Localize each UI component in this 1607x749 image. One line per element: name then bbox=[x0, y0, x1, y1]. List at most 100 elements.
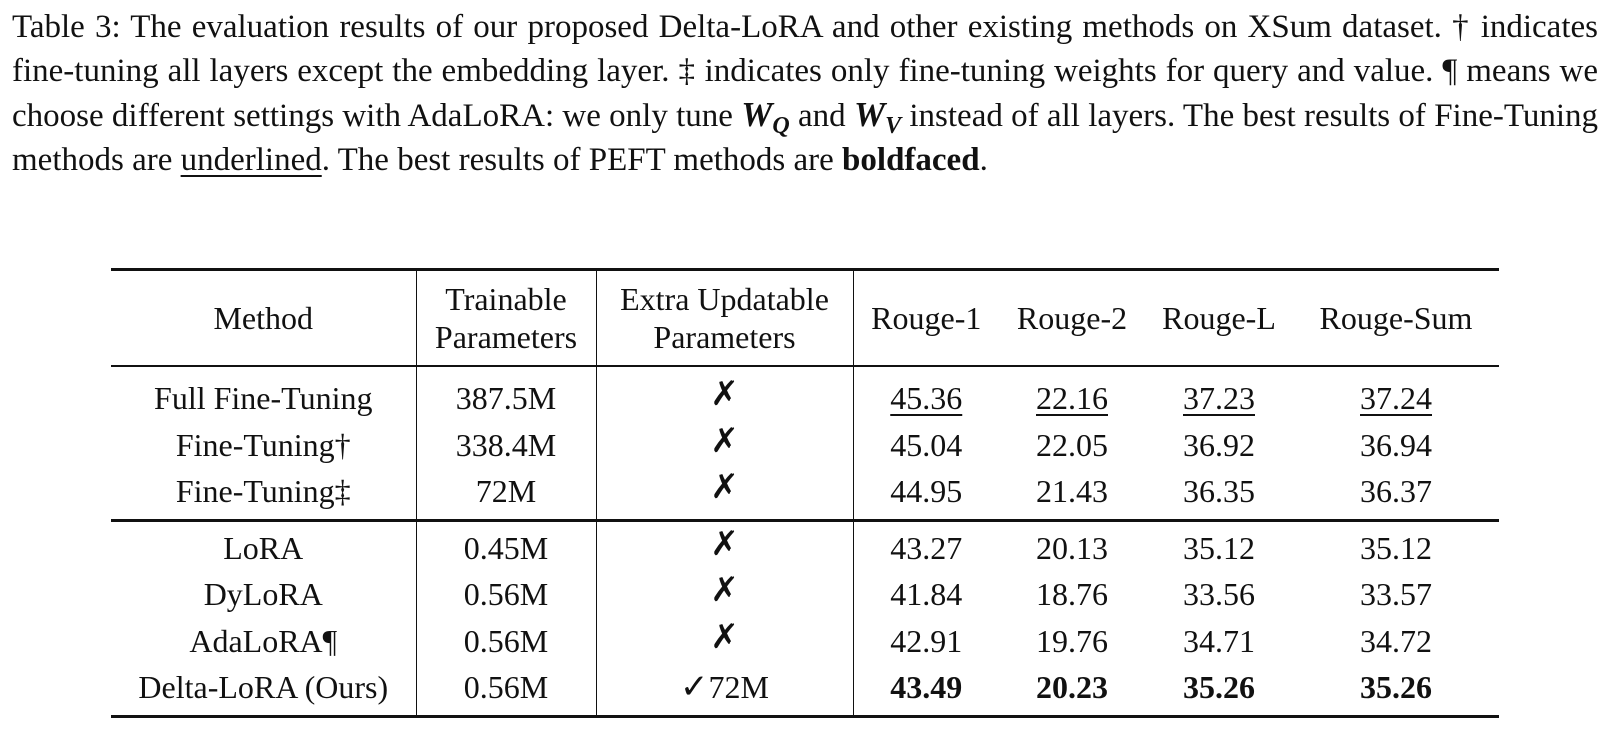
cell-extra: ✗ bbox=[596, 467, 854, 520]
best-finetune-value: 22.16 bbox=[1036, 380, 1108, 417]
best-peft-value: 20.23 bbox=[1036, 669, 1108, 706]
cell-trainable: 0.56M bbox=[416, 617, 597, 664]
cell-rougesum: 36.37 bbox=[1360, 473, 1432, 510]
best-peft-value: 43.49 bbox=[890, 669, 963, 706]
cell-trainable: 72M bbox=[416, 468, 597, 520]
cell-rouge1: 45.04 bbox=[890, 426, 963, 463]
cell-rougel: 34.71 bbox=[1183, 622, 1255, 659]
cross-icon: ✗ bbox=[710, 570, 739, 611]
math-subscript-v: V bbox=[885, 113, 902, 139]
table-row-full-fine-tuning: Full Fine-Tuning 387.5M ✗ 45.36 22.16 37… bbox=[111, 366, 1499, 422]
cell-rouge2: 20.23 bbox=[999, 664, 1145, 718]
cell-rouge2: 19.76 bbox=[1036, 622, 1108, 659]
table-row-dylora: DyLoRA 0.56M ✗ 41.84 18.76 33.56 33.57 bbox=[111, 571, 1499, 618]
header-rouge2-label: Rouge-2 bbox=[1016, 300, 1128, 336]
peft-group: LoRA 0.45M ✗ 43.27 20.13 35.12 35.12 DyL… bbox=[111, 518, 1499, 718]
cell-method: Fine-Tuning† bbox=[111, 421, 417, 468]
cell-rougel: 35.26 bbox=[1145, 664, 1293, 718]
caption-text: and bbox=[789, 98, 854, 134]
best-peft-value: 35.26 bbox=[1360, 669, 1432, 706]
cell-rougesum: 35.26 bbox=[1293, 664, 1499, 718]
cell-rouge1: 44.95 bbox=[890, 473, 963, 510]
cell-extra: ✓72M bbox=[596, 664, 854, 718]
cell-trainable: 387.5M bbox=[416, 366, 597, 422]
caption-bold-word: boldfaced bbox=[842, 141, 980, 178]
cell-rouge1: 43.49 bbox=[853, 664, 999, 718]
table-row-adalora: AdaLoRA¶ 0.56M ✗ 42.91 19.76 34.71 34.72 bbox=[111, 616, 1499, 664]
caption-text: Table 3: The evaluation results of our p… bbox=[12, 9, 1453, 45]
results-table: Method Trainable Parameters Extra Updatab… bbox=[111, 268, 1499, 718]
cell-rougel: 36.35 bbox=[1183, 473, 1255, 510]
cell-rouge2: 22.05 bbox=[1036, 426, 1108, 463]
caption-text: . The best results of PEFT methods are bbox=[321, 141, 843, 178]
cell-rougesum: 37.24 bbox=[1293, 366, 1499, 422]
math-w-base: W bbox=[741, 95, 773, 134]
double-dagger-symbol: ‡ bbox=[678, 52, 696, 89]
best-finetune-value: 37.24 bbox=[1360, 380, 1432, 417]
cell-trainable: 338.4M bbox=[416, 421, 597, 468]
cell-rouge1: 45.36 bbox=[853, 366, 999, 422]
cell-extra: ✗ bbox=[596, 570, 854, 618]
cell-rouge1: 43.27 bbox=[853, 518, 999, 571]
cell-extra: ✗ bbox=[596, 420, 854, 468]
cell-rougesum: 35.12 bbox=[1293, 518, 1499, 571]
finetuning-group: Full Fine-Tuning 387.5M ✗ 45.36 22.16 37… bbox=[111, 366, 1499, 520]
caption-text: indicates fine-tuning all layers except … bbox=[12, 9, 1598, 89]
header-extra-line2: Parameters bbox=[653, 319, 796, 355]
cell-rougel: 33.56 bbox=[1183, 576, 1255, 613]
cell-method: LoRA bbox=[111, 518, 417, 571]
cell-method: Delta-LoRA (Ours) bbox=[111, 664, 417, 718]
cross-icon: ✗ bbox=[710, 523, 739, 564]
math-w-base: W bbox=[853, 95, 886, 134]
table-caption: Table 3: The evaluation results of our p… bbox=[12, 6, 1598, 182]
cell-rougel: 35.12 bbox=[1145, 518, 1293, 571]
cell-rougel: 36.92 bbox=[1183, 426, 1255, 463]
header-rouge2: Rouge-2 bbox=[999, 268, 1145, 367]
math-w-q: WQ bbox=[741, 95, 789, 138]
cell-rouge2: 22.16 bbox=[999, 366, 1145, 422]
cell-rougel: 37.23 bbox=[1145, 366, 1293, 422]
table-row-delta-lora: Delta-LoRA (Ours) 0.56M ✓72M 43.49 20.23… bbox=[111, 664, 1499, 718]
pilcrow-symbol: ¶ bbox=[1442, 52, 1458, 89]
cross-icon: ✗ bbox=[710, 420, 739, 461]
cell-method: DyLoRA bbox=[111, 571, 417, 618]
caption-text: indicates only fine-tuning weights for q… bbox=[695, 52, 1443, 89]
cell-rougesum: 33.57 bbox=[1360, 576, 1432, 613]
cell-method: Full Fine-Tuning bbox=[111, 366, 417, 422]
cell-trainable: 0.45M bbox=[416, 518, 597, 571]
caption-text: . bbox=[979, 141, 988, 178]
header-rougel: Rouge-L bbox=[1145, 268, 1293, 367]
cell-rouge2: 21.43 bbox=[1036, 473, 1108, 510]
cell-rouge2: 20.13 bbox=[999, 518, 1145, 571]
header-extra-line1: Extra Updatable bbox=[620, 281, 829, 317]
cell-extra: ✗ bbox=[596, 366, 854, 422]
cell-rougesum: 36.94 bbox=[1360, 426, 1432, 463]
header-rougesum: Rouge-Sum bbox=[1293, 268, 1499, 367]
cell-rouge1: 41.84 bbox=[890, 576, 963, 613]
math-w-v: WV bbox=[853, 95, 901, 138]
header-extra: Extra Updatable Parameters bbox=[596, 268, 854, 367]
header-trainable-line2: Parameters bbox=[434, 319, 578, 355]
results-table-wrapper: Method Trainable Parameters Extra Updatab… bbox=[111, 268, 1499, 718]
best-finetune-value: 37.23 bbox=[1183, 380, 1255, 417]
header-method: Method bbox=[111, 268, 417, 367]
dagger-symbol: † bbox=[1452, 9, 1471, 45]
cell-method: AdaLoRA¶ bbox=[111, 617, 417, 664]
cross-icon: ✗ bbox=[710, 374, 739, 415]
header-rougel-label: Rouge-L bbox=[1162, 300, 1276, 336]
cross-icon: ✗ bbox=[710, 616, 739, 657]
header-trainable-line1: Trainable bbox=[445, 281, 567, 317]
table-row-fine-tuning-ddagger: Fine-Tuning‡ 72M ✗ 44.95 21.43 36.35 36.… bbox=[111, 468, 1499, 520]
cell-extra: ✗ bbox=[596, 518, 854, 571]
cell-rougesum: 34.72 bbox=[1360, 622, 1432, 659]
header-method-label: Method bbox=[213, 300, 314, 336]
caption-text: means we choose different settings with … bbox=[12, 52, 1598, 135]
table-row-lora: LoRA 0.45M ✗ 43.27 20.13 35.12 35.12 bbox=[111, 518, 1499, 571]
header-rouge1-label: Rouge-1 bbox=[871, 300, 982, 336]
header-rouge1: Rouge-1 bbox=[853, 268, 999, 367]
best-peft-value: 35.26 bbox=[1183, 669, 1255, 706]
cross-icon: ✗ bbox=[710, 467, 739, 508]
table-row-fine-tuning-dagger: Fine-Tuning† 338.4M ✗ 45.04 22.05 36.92 … bbox=[111, 420, 1499, 468]
header-rougesum-label: Rouge-Sum bbox=[1319, 300, 1473, 336]
caption-text: instead of all layers. The best results … bbox=[12, 98, 1599, 178]
